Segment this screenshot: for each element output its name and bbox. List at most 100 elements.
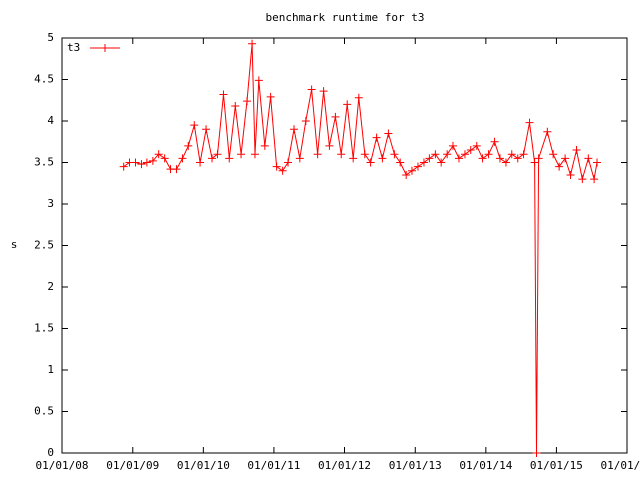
y-tick-label: 0 <box>47 446 54 459</box>
point-marker <box>237 150 246 159</box>
point-marker <box>248 39 257 48</box>
point-marker <box>578 175 587 184</box>
point-marker <box>402 170 411 179</box>
x-tick-label: 01/01/13 <box>389 459 442 472</box>
point-marker <box>472 141 481 150</box>
point-marker <box>325 141 334 150</box>
y-tick-label: 5 <box>47 31 54 44</box>
point-marker <box>525 118 534 127</box>
point-marker <box>184 141 193 150</box>
x-tick-label: 01/01/15 <box>530 459 583 472</box>
point-marker <box>543 127 552 136</box>
point-marker <box>593 158 602 167</box>
point-marker <box>137 160 146 169</box>
point-marker <box>378 154 387 163</box>
point-marker <box>290 125 299 134</box>
x-tick-label: 01/01/09 <box>106 459 159 472</box>
point-marker <box>343 100 352 109</box>
point-marker <box>566 170 575 179</box>
y-tick-label: 2 <box>47 280 54 293</box>
point-marker <box>266 92 275 101</box>
chart-title: benchmark runtime for t3 <box>266 11 425 24</box>
point-marker <box>519 150 528 159</box>
point-marker <box>196 158 205 167</box>
point-marker <box>555 162 564 171</box>
point-marker <box>490 137 499 146</box>
point-marker <box>208 154 217 163</box>
plot-frame <box>61 37 628 454</box>
point-marker <box>419 158 428 167</box>
legend-swatch <box>90 44 120 52</box>
point-marker <box>250 150 259 159</box>
y-tick-label: 4 <box>47 114 54 127</box>
y-tick-label: 1.5 <box>34 322 54 335</box>
point-marker <box>313 150 322 159</box>
legend-label: t3 <box>67 41 80 54</box>
point-marker <box>584 154 593 163</box>
point-marker <box>243 97 252 106</box>
point-marker <box>295 154 304 163</box>
point-marker <box>443 150 452 159</box>
x-tick-label: 01/01/10 <box>177 459 230 472</box>
x-tick-label: 01/01/16 <box>601 459 640 472</box>
point-marker <box>160 154 169 163</box>
point-marker <box>466 146 475 155</box>
point-marker <box>213 150 222 159</box>
y-tick-label: 1 <box>47 363 54 376</box>
point-marker <box>513 154 522 163</box>
point-marker <box>396 158 405 167</box>
y-tick-label: 2.5 <box>34 239 54 252</box>
point-marker <box>154 150 163 159</box>
point-marker <box>131 158 140 167</box>
point-marker <box>390 150 399 159</box>
point-marker <box>501 158 510 167</box>
point-marker <box>172 165 181 174</box>
point-marker <box>272 162 281 171</box>
point-marker <box>231 102 240 111</box>
point-marker <box>260 141 269 150</box>
point-marker <box>407 166 416 175</box>
point-marker <box>142 158 151 167</box>
point-marker <box>549 150 558 159</box>
point-marker <box>319 87 328 96</box>
point-marker <box>425 154 434 163</box>
point-marker <box>354 93 363 102</box>
point-marker <box>360 150 369 159</box>
point-marker <box>561 154 570 163</box>
point-marker <box>384 129 393 138</box>
point-marker <box>495 154 504 163</box>
point-marker <box>530 158 539 167</box>
x-tick-label: 01/01/08 <box>36 459 89 472</box>
point-marker <box>532 449 541 457</box>
point-marker <box>448 141 457 150</box>
x-tick-label: 01/01/11 <box>247 459 300 472</box>
point-marker <box>278 166 287 175</box>
point-marker <box>301 117 310 125</box>
point-marker <box>372 133 381 142</box>
point-marker <box>225 154 234 163</box>
point-marker <box>178 154 187 163</box>
point-marker <box>337 150 346 159</box>
point-marker <box>413 162 422 171</box>
point-marker <box>437 158 446 167</box>
point-marker <box>572 146 581 155</box>
point-marker <box>148 156 157 165</box>
y-tick-label: 3.5 <box>34 156 54 169</box>
point-marker <box>307 85 316 94</box>
x-tick-label: 01/01/14 <box>459 459 512 472</box>
point-marker <box>284 158 293 167</box>
point-marker <box>366 158 375 167</box>
point-marker <box>119 162 128 171</box>
point-marker <box>331 112 340 121</box>
point-marker <box>460 150 469 159</box>
point-marker <box>202 125 211 134</box>
point-marker <box>219 90 228 99</box>
point-marker <box>478 154 487 163</box>
point-marker <box>534 154 543 163</box>
point-marker <box>590 175 599 184</box>
y-tick-label: 4.5 <box>34 73 54 86</box>
point-marker <box>454 154 463 163</box>
y-tick-label: 3 <box>47 197 54 210</box>
x-tick-label: 01/01/12 <box>318 459 371 472</box>
point-marker <box>349 154 358 163</box>
